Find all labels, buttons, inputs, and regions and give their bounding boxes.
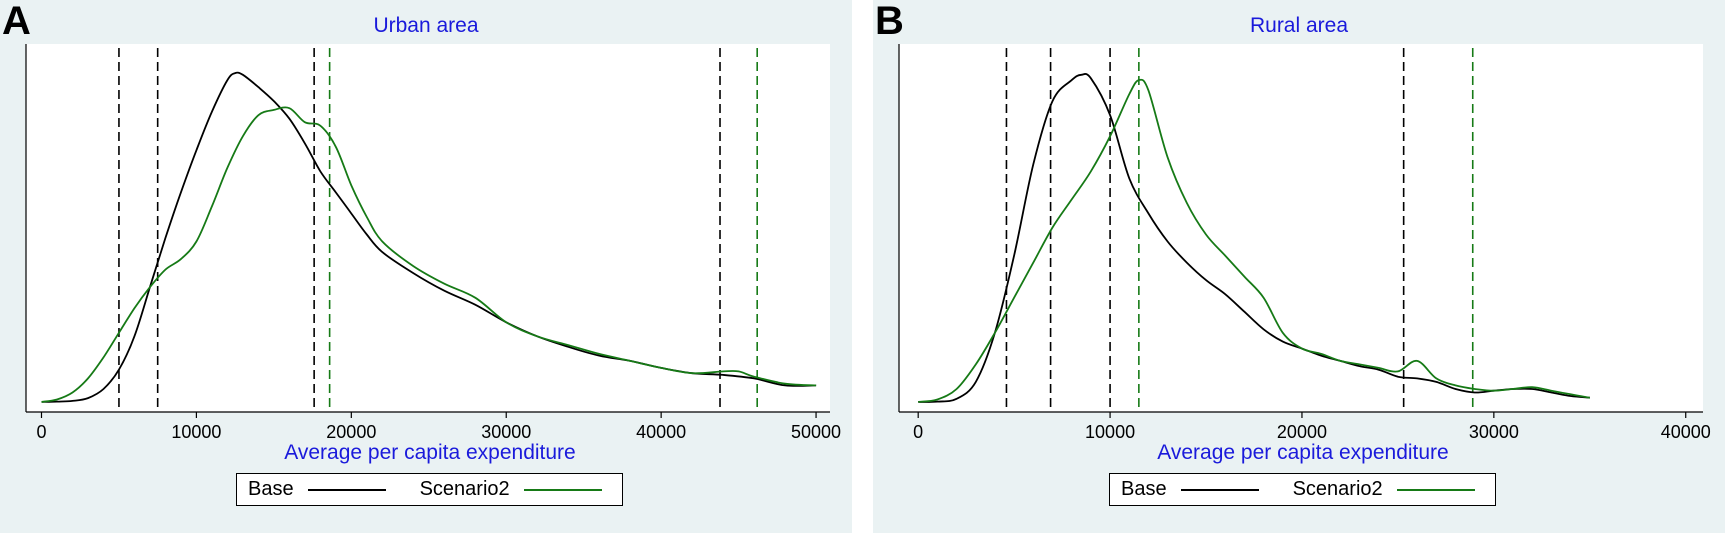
legend-item-scenario2: Scenario2 bbox=[1293, 478, 1475, 501]
legend-swatch bbox=[523, 488, 602, 491]
x-tick-label: 40000 bbox=[636, 422, 686, 442]
panel-label: A bbox=[2, 0, 31, 43]
legend-swatch bbox=[307, 488, 386, 491]
chart-title: Rural area bbox=[1249, 14, 1349, 37]
x-tick-label: 30000 bbox=[1469, 422, 1519, 442]
x-tick-label: 10000 bbox=[171, 422, 221, 442]
chart-legend: Base Scenario2 bbox=[236, 473, 623, 506]
chart-panel-rural: B Rural area 0 10000 20000 30000 40000 Averag… bbox=[873, 0, 1725, 533]
x-tick-label: 20000 bbox=[326, 422, 376, 442]
legend-item-scenario2: Scenario2 bbox=[420, 478, 602, 501]
legend-swatch bbox=[1180, 488, 1259, 491]
plot-area bbox=[899, 44, 1703, 412]
series-line-scenario2 bbox=[41, 106, 817, 403]
series-line-base bbox=[918, 73, 1590, 403]
x-tick-label: 10000 bbox=[1085, 422, 1135, 442]
chart-plot: 0 10000 20000 30000 40000 50000 Average per ca… bbox=[25, 44, 841, 464]
chart-legend: Base Scenario2 bbox=[1109, 473, 1496, 506]
x-tick-label: 20000 bbox=[1277, 422, 1327, 442]
legend-label: Base bbox=[1121, 478, 1167, 500]
x-tick-label: 30000 bbox=[481, 422, 531, 442]
x-tick-label: 0 bbox=[913, 422, 923, 442]
x-axis-title: Average per capita expenditure bbox=[284, 441, 575, 464]
legend-item-base: Base bbox=[1121, 478, 1259, 501]
legend-swatch bbox=[1396, 488, 1475, 491]
series-line-scenario2 bbox=[918, 78, 1590, 403]
x-tick-label: 50000 bbox=[791, 422, 841, 442]
x-tick-label: 40000 bbox=[1661, 422, 1711, 442]
chart-title: Urban area bbox=[373, 14, 479, 37]
legend-label: Base bbox=[248, 478, 294, 500]
x-axis-title: Average per capita expenditure bbox=[1157, 441, 1448, 464]
panel-label: B bbox=[875, 0, 904, 43]
chart-panel-urban: A Urban area 0 10000 20000 30000 40000 50000 A… bbox=[0, 0, 852, 533]
chart-plot: 0 10000 20000 30000 40000 Average per capita … bbox=[898, 44, 1711, 464]
x-tick-label: 0 bbox=[36, 422, 46, 442]
legend-label: Scenario2 bbox=[419, 478, 510, 500]
legend-item-base: Base bbox=[248, 478, 386, 501]
legend-label: Scenario2 bbox=[1292, 478, 1383, 500]
plot-area bbox=[26, 44, 830, 412]
